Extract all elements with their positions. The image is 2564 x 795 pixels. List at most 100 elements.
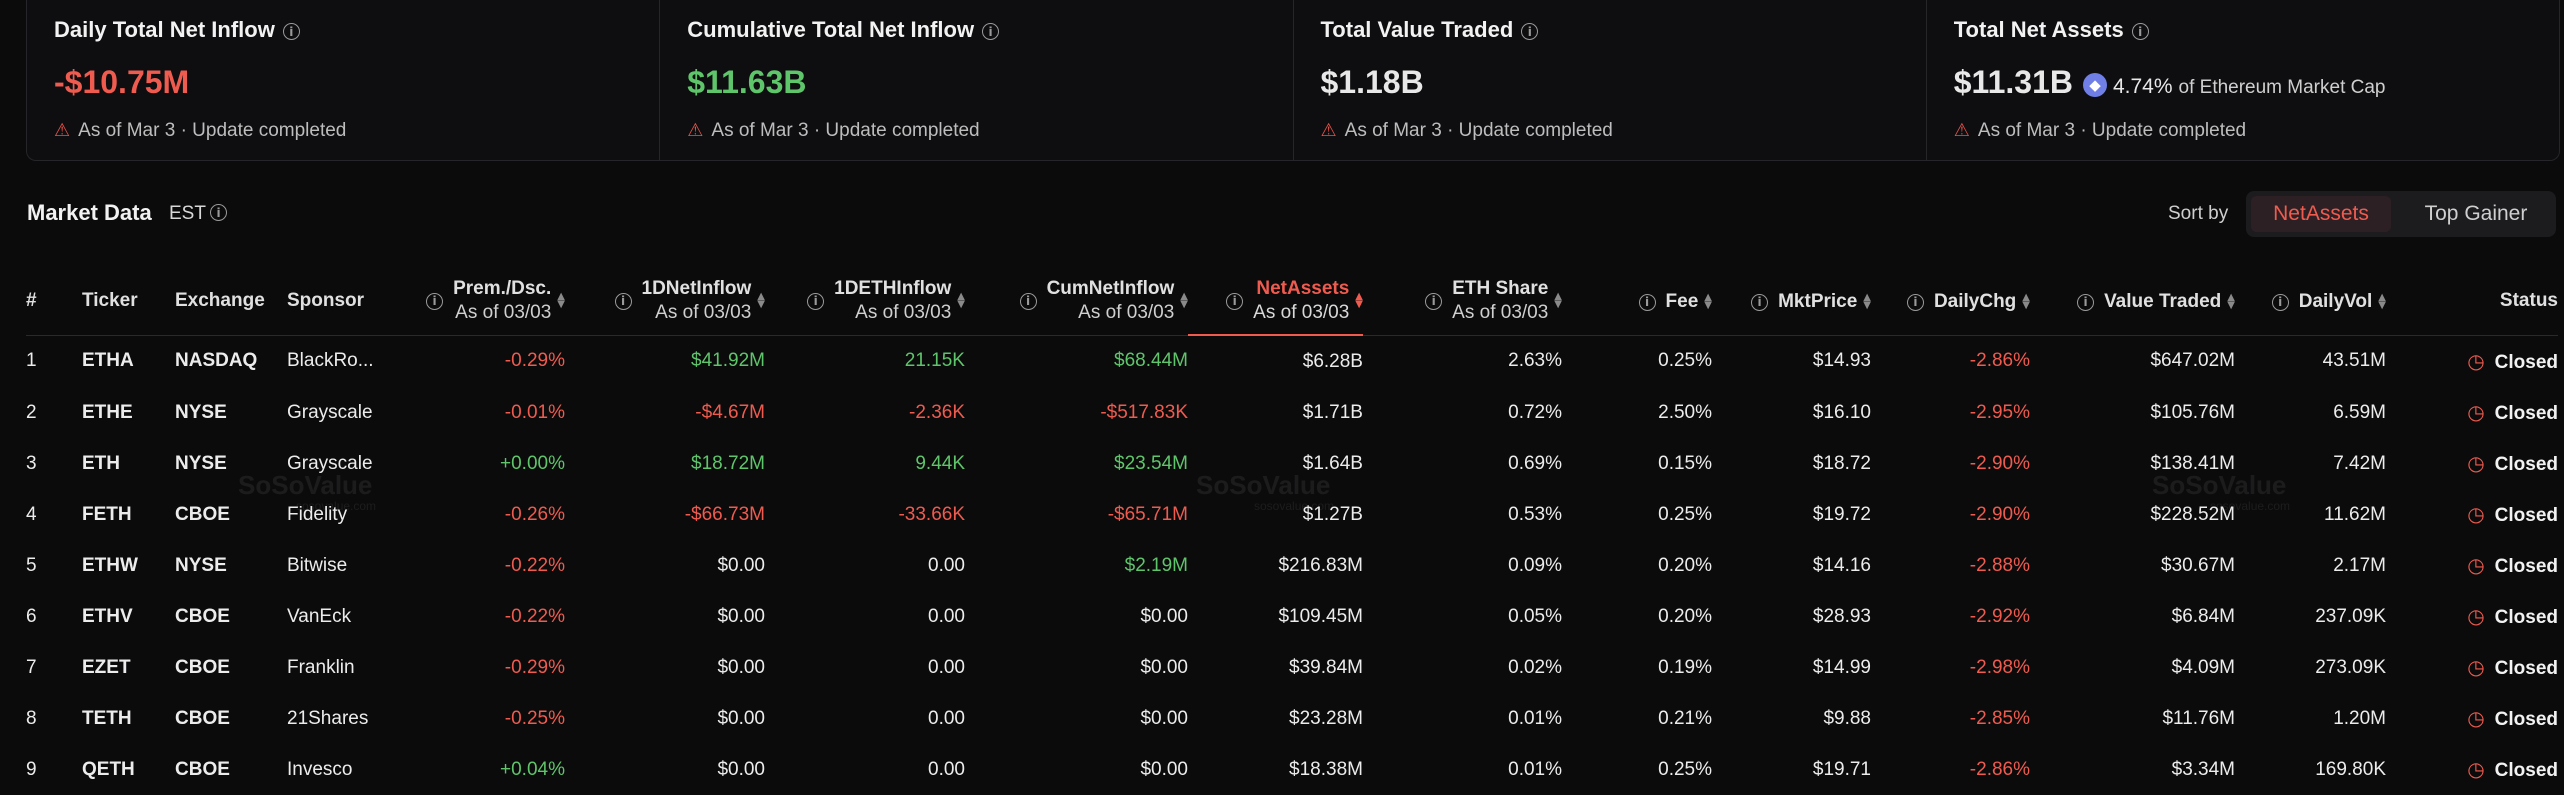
- info-icon[interactable]: i: [282, 22, 300, 40]
- info-icon[interactable]: i: [1906, 293, 1924, 311]
- sort-arrows-icon[interactable]: ▲ ▼: [557, 291, 565, 311]
- ticker-cell[interactable]: ETHA: [82, 350, 134, 372]
- table-row[interactable]: 6 ETHV CBOE VanEck -0.22% $0.00 0.00 $0.00 $109.…: [26, 591, 2558, 642]
- ticker-cell[interactable]: ETHW: [82, 554, 138, 576]
- card-value: $11.63B: [687, 64, 807, 100]
- eth-share-cell: 0.53%: [1508, 503, 1562, 525]
- eth-share-cell: 2.63%: [1508, 350, 1562, 372]
- info-icon[interactable]: i: [1751, 293, 1769, 311]
- eth-inflow-cell: 0.00: [928, 605, 965, 627]
- cum-net-inflow-cell: $23.54M: [1114, 452, 1188, 474]
- info-icon[interactable]: i: [1226, 292, 1244, 310]
- eth-share-cell: 0.02%: [1508, 656, 1562, 678]
- net-inflow-cell: -$66.73M: [684, 503, 765, 525]
- sort-arrows-icon[interactable]: ▲ ▼: [2227, 292, 2235, 311]
- sort-netassets-button[interactable]: NetAssets: [2251, 196, 2391, 232]
- info-icon[interactable]: i: [426, 292, 444, 310]
- eth-share-cell: 0.09%: [1508, 554, 1562, 576]
- net-inflow-cell: $0.00: [717, 758, 765, 780]
- status-cell: ◷ Closed: [2386, 540, 2558, 591]
- clock-icon: ◷: [2467, 655, 2485, 679]
- info-icon[interactable]: i: [1019, 292, 1037, 310]
- col-header-ticker: Ticker: [82, 268, 175, 336]
- col-header-daily-vol[interactable]: i DailyVol ▲ ▼: [2235, 268, 2386, 336]
- info-icon[interactable]: i: [2271, 293, 2289, 311]
- col-header-1d-net-inflow[interactable]: i 1DNetInflow As of 03/03 ▲ ▼: [565, 268, 765, 336]
- prem-dsc-cell: -0.29%: [504, 656, 565, 678]
- col-header-1d-eth-inflow[interactable]: i 1DETHInflow As of 03/03 ▲ ▼: [765, 268, 965, 336]
- ticker-cell[interactable]: TETH: [82, 707, 132, 729]
- sort-arrows-icon[interactable]: ▲ ▼: [1355, 291, 1363, 310]
- fee-cell: 0.15%: [1658, 452, 1712, 474]
- net-assets-cell: $109.45M: [1278, 605, 1363, 627]
- col-header-cum-net-inflow[interactable]: i CumNetInflow As of 03/03 ▲ ▼: [965, 268, 1188, 336]
- value-traded-cell: $228.52M: [2150, 503, 2235, 525]
- col-header-fee[interactable]: i Fee ▲ ▼: [1562, 268, 1712, 336]
- row-number: 2: [26, 401, 37, 423]
- sort-arrows-icon[interactable]: ▲ ▼: [1863, 292, 1871, 311]
- status-label: Closed: [2494, 607, 2558, 628]
- info-icon[interactable]: i: [2077, 293, 2095, 311]
- daily-vol-cell: 11.62M: [2324, 503, 2386, 525]
- sort-arrows-icon[interactable]: ▲ ▼: [2378, 292, 2386, 311]
- exchange-cell: NASDAQ: [175, 350, 258, 372]
- clock-icon: ◷: [2467, 502, 2485, 526]
- table-row[interactable]: 5 ETHW NYSE Bitwise -0.22% $0.00 0.00 $2.19M $21…: [26, 540, 2558, 591]
- info-icon[interactable]: i: [982, 22, 1000, 40]
- table-row[interactable]: 8 TETH CBOE 21Shares -0.25% $0.00 0.00 $0.00 $23…: [26, 693, 2558, 744]
- sort-top-gainer-button[interactable]: Top Gainer: [2424, 202, 2528, 225]
- info-icon[interactable]: i: [614, 292, 632, 310]
- col-header-mkt-price[interactable]: i MktPrice ▲ ▼: [1712, 268, 1871, 336]
- eth-share-cell: 0.72%: [1508, 401, 1562, 423]
- sort-arrows-icon[interactable]: ▲ ▼: [2022, 292, 2030, 311]
- info-icon[interactable]: i: [807, 292, 825, 310]
- info-icon[interactable]: i: [1521, 22, 1539, 40]
- status-cell: ◷ Closed: [2386, 387, 2558, 438]
- ticker-cell[interactable]: QETH: [82, 758, 135, 780]
- clock-icon: ◷: [2467, 757, 2485, 781]
- col-header-daily-chg[interactable]: i DailyChg ▲ ▼: [1871, 268, 2030, 336]
- table-row[interactable]: 2 ETHE NYSE Grayscale -0.01% -$4.67M -2.36K -$5…: [26, 387, 2558, 438]
- col-header-value-traded[interactable]: i Value Traded ▲ ▼: [2030, 268, 2235, 336]
- table-row[interactable]: 3 ETH NYSE Grayscale +0.00% $18.72M 9.44K $23.5…: [26, 438, 2558, 489]
- eth-share-cell: 0.01%: [1508, 707, 1562, 729]
- table-row[interactable]: 9 QETH CBOE Invesco +0.04% $0.00 0.00 $0.00 $18.…: [26, 744, 2558, 795]
- eth-share-cell: 0.01%: [1508, 758, 1562, 780]
- col-header-eth-share[interactable]: i ETH Share As of 03/03 ▲ ▼: [1363, 268, 1562, 336]
- info-icon[interactable]: i: [1638, 293, 1656, 311]
- sponsor-cell: Grayscale: [287, 401, 373, 423]
- ticker-cell[interactable]: EZET: [82, 656, 131, 678]
- table-row[interactable]: 4 FETH CBOE Fidelity -0.26% -$66.73M -33.66K -$…: [26, 489, 2558, 540]
- eth-inflow-cell: 0.00: [928, 554, 965, 576]
- table-row[interactable]: 1 ETHA NASDAQ BlackRo... -0.29% $41.92M 21.15K…: [26, 335, 2558, 387]
- daily-chg-cell: -2.86%: [1969, 758, 2030, 780]
- ticker-cell[interactable]: ETHV: [82, 605, 133, 627]
- table-row[interactable]: 7 EZET CBOE Franklin -0.29% $0.00 0.00 $0.00 $39…: [26, 642, 2558, 693]
- timezone-label: EST: [169, 203, 206, 224]
- status-cell: ◷ Closed: [2386, 591, 2558, 642]
- ticker-cell[interactable]: ETHE: [82, 401, 133, 423]
- ticker-cell[interactable]: FETH: [82, 503, 132, 525]
- daily-chg-cell: -2.86%: [1969, 350, 2030, 372]
- daily-vol-cell: 1.20M: [2333, 707, 2386, 729]
- daily-chg-cell: -2.85%: [1969, 707, 2030, 729]
- col-header-net-assets[interactable]: i NetAssets As of 03/03 ▲ ▼: [1188, 268, 1363, 336]
- status-label: Closed: [2494, 505, 2558, 526]
- sort-arrows-icon[interactable]: ▲ ▼: [1704, 292, 1712, 311]
- fee-cell: 0.25%: [1658, 503, 1712, 525]
- sort-arrows-icon[interactable]: ▲ ▼: [957, 291, 965, 311]
- warning-icon: ⚠: [1953, 120, 1970, 141]
- info-icon[interactable]: i: [1425, 292, 1443, 310]
- exchange-cell: CBOE: [175, 503, 230, 525]
- sort-arrows-icon[interactable]: ▲ ▼: [1180, 291, 1188, 311]
- card-value: $11.31B ◆ 4.74% of Ethereum Market Cap: [1953, 64, 2386, 100]
- sort-arrows-icon[interactable]: ▲ ▼: [757, 291, 765, 311]
- exchange-cell: NYSE: [175, 554, 227, 576]
- status-cell: ◷ Closed: [2386, 744, 2558, 795]
- value-traded-cell: $6.84M: [2171, 605, 2235, 627]
- info-icon[interactable]: i: [2131, 22, 2149, 40]
- ticker-cell[interactable]: ETH: [82, 452, 120, 474]
- col-header-prem-dsc[interactable]: i Prem./Dsc. As of 03/03 ▲ ▼: [387, 268, 565, 336]
- sort-arrows-icon[interactable]: ▲ ▼: [1554, 291, 1562, 311]
- info-icon[interactable]: i: [210, 204, 227, 221]
